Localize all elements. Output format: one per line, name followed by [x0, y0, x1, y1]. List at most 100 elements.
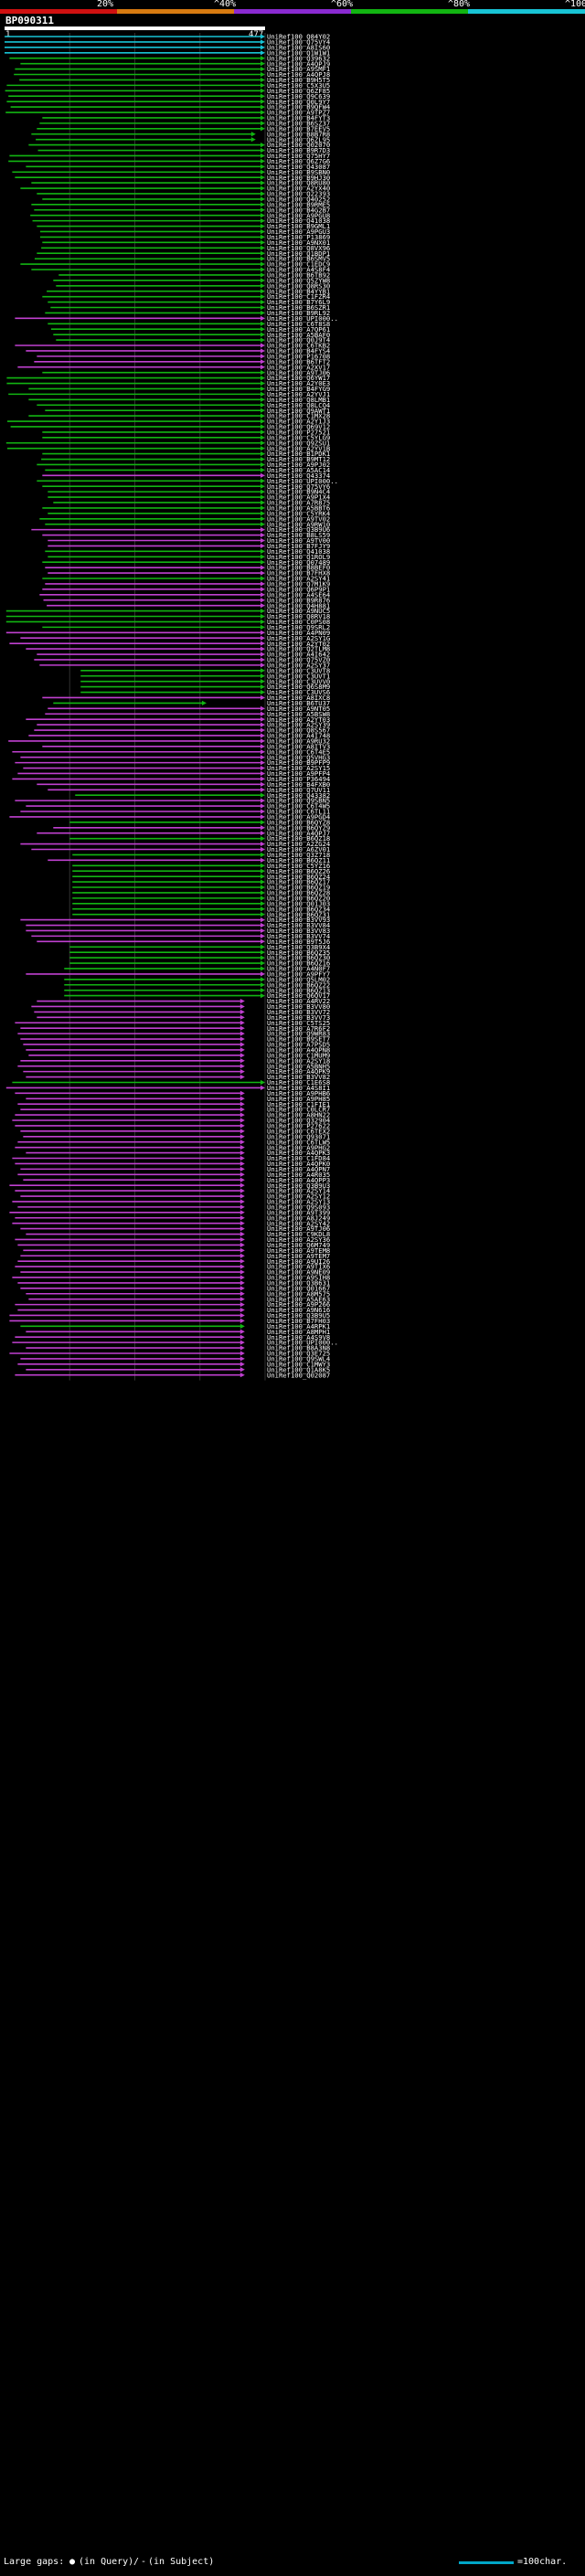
hit-id-label[interactable]: UniRef100_A8J249: [267, 1214, 330, 1222]
hit-row[interactable]: UniRef100_A4SE64: [39, 590, 330, 599]
hit-id-label[interactable]: UniRef100_B4G2B7: [267, 206, 330, 214]
hit-id-label[interactable]: UniRef100_B9GML1: [267, 222, 330, 230]
hit-id-label[interactable]: UniRef100_Q8RU80: [267, 179, 330, 187]
hit-row[interactable]: UniRef100_C1FD84: [12, 1154, 330, 1162]
hit-id-label[interactable]: UniRef100_Q3Z718: [267, 851, 330, 859]
hit-row[interactable]: UniRef100_B6QZ24: [72, 873, 330, 881]
hit-id-label[interactable]: UniRef100_A2Y0E3: [267, 379, 330, 387]
hit-row[interactable]: UniRef100_Q6YW17: [6, 374, 330, 382]
hit-row[interactable]: UniRef100_B1PDK1: [42, 450, 330, 458]
hit-id-label[interactable]: UniRef100_Q41038: [267, 547, 330, 556]
hit-id-label[interactable]: UniRef100_Q8LCQ4: [267, 401, 330, 409]
hit-id-label[interactable]: UniRef100_A9RU32: [267, 737, 330, 746]
hit-id-label[interactable]: UniRef100_B6QZ31: [267, 910, 330, 918]
hit-row[interactable]: UniRef100_C1MWY3: [17, 1360, 330, 1368]
hit-id-label[interactable]: UniRef100_B9MT12: [267, 455, 330, 463]
hit-row[interactable]: UniRef100_C1MUM9: [28, 1051, 330, 1059]
hit-id-label[interactable]: UniRef100_Q40252: [267, 196, 330, 204]
hit-id-label[interactable]: UniRef100_A8ITV3: [267, 742, 330, 750]
hit-row[interactable]: UniRef100_Q6P9P1: [42, 585, 330, 593]
hit-id-label[interactable]: UniRef100_Q5VHG3: [267, 753, 330, 761]
hit-id-label[interactable]: UniRef100_Q8RS30: [267, 281, 330, 290]
hit-row[interactable]: UniRef100_Q3B9X4: [69, 943, 330, 951]
hit-id-label[interactable]: UniRef100_A2XV17: [267, 363, 330, 371]
hit-id-label[interactable]: UniRef100_B8A3N8: [267, 1344, 330, 1352]
hit-row[interactable]: UniRef100_C3UVT8: [80, 666, 330, 674]
hit-row[interactable]: UniRef100_Q01J03: [72, 899, 330, 907]
hit-row[interactable]: UniRef100_A8J249: [15, 1214, 330, 1222]
hit-row[interactable]: UniRef100_B7FHX8: [48, 569, 330, 578]
hit-row[interactable]: UniRef100_Q1BDP1: [37, 249, 330, 258]
hit-row[interactable]: UniRef100_B3VV72: [34, 1008, 330, 1016]
hit-id-label[interactable]: UniRef100_C3UVT1: [267, 672, 330, 680]
hit-row[interactable]: UniRef100_Q43382: [75, 791, 330, 800]
hit-id-label[interactable]: UniRef100_B6QZ13: [267, 986, 330, 994]
hit-id-label[interactable]: UniRef100_Q39632: [267, 54, 330, 62]
hit-row[interactable]: UniRef100_B9R7D3: [37, 146, 331, 154]
hit-row[interactable]: UniRef100_A9N616: [17, 1306, 330, 1314]
hit-id-label[interactable]: UniRef100_Q9ZSU1: [267, 439, 330, 447]
hit-row[interactable]: UniRef100_Q9SRL2: [42, 623, 330, 631]
hit-row[interactable]: UniRef100_A4QPK9: [23, 1067, 330, 1076]
hit-id-label[interactable]: UniRef100_A5AE63: [267, 1295, 330, 1303]
hit-row[interactable]: UniRef100_C6TEX2: [20, 1127, 330, 1135]
hit-row[interactable]: UniRef100_B8A3N8: [26, 1344, 330, 1352]
hit-id-label[interactable]: UniRef100_C1E6S8: [267, 1078, 330, 1087]
hit-row[interactable]: UniRef100_A9PFY7: [26, 970, 330, 978]
hit-row[interactable]: UniRef100_A7R875: [53, 499, 330, 507]
hit-row[interactable]: UniRef100_Q6ZL95: [36, 135, 330, 143]
hit-id-label[interactable]: UniRef100_B9R7D3: [267, 146, 330, 154]
hit-id-label[interactable]: UniRef100_Q1BDP1: [267, 249, 330, 258]
hit-id-label[interactable]: UniRef100_B1PDK1: [267, 450, 330, 458]
hit-id-label[interactable]: UniRef100_C3UVT8: [267, 666, 330, 674]
hit-row[interactable]: UniRef100_Q9WR83: [17, 1030, 330, 1038]
hit-row[interactable]: UniRef100_B7Y6L9: [48, 298, 330, 306]
hit-row[interactable]: UniRef100_A4QPN8: [26, 1046, 330, 1055]
hit-row[interactable]: UniRef100_A9TV00: [48, 536, 330, 545]
hit-id-label[interactable]: UniRef100_B6QZ24: [267, 873, 330, 881]
hit-row[interactable]: UniRef100_A2SY15: [23, 764, 330, 772]
hit-id-label[interactable]: UniRef100_B6SZR1: [267, 303, 330, 312]
hit-id-label[interactable]: UniRef100_Q3B631: [267, 1279, 330, 1288]
hit-id-label[interactable]: UniRef100_B7FHX8: [267, 569, 330, 578]
hit-row[interactable]: UniRef100_B4FYG9: [28, 385, 330, 393]
hit-row[interactable]: UniRef100_A4QPK0: [15, 1160, 330, 1168]
hit-row[interactable]: UniRef100_B6QZ16: [69, 959, 330, 968]
hit-id-label[interactable]: UniRef100_B6QZ28: [267, 889, 330, 897]
hit-id-label[interactable]: UniRef100_A9PFY7: [267, 970, 330, 978]
hit-id-label[interactable]: UniRef100_B3VV72: [267, 1008, 330, 1016]
hit-row[interactable]: UniRef100_A2SY1G: [20, 634, 330, 642]
hit-row[interactable]: UniRef100_B6QZ17: [72, 878, 330, 886]
hit-id-label[interactable]: UniRef100_A4PN09: [267, 629, 330, 637]
hit-row[interactable]: UniRef100_B7FJY9: [48, 542, 330, 550]
hit-id-label[interactable]: UniRef100_B4FYG9: [267, 385, 330, 393]
hit-row[interactable]: UniRef100_Q40252: [42, 196, 330, 204]
hit-id-label[interactable]: UniRef100_B9RL92: [267, 309, 330, 317]
hit-id-label[interactable]: UniRef100_A2YX40: [267, 185, 330, 193]
hit-id-label[interactable]: UniRef100_B3VV84: [267, 921, 330, 929]
hit-row[interactable]: UniRef100_C1FZR4: [42, 292, 330, 301]
hit-row[interactable]: UniRef100_B4FYS4: [26, 347, 330, 355]
hit-row[interactable]: UniRef100_Q9SBN5: [15, 797, 330, 805]
hit-id-label[interactable]: UniRef100_C0PS08: [267, 618, 330, 626]
hit-id-label[interactable]: UniRef100_Q0L9Y7: [267, 98, 330, 106]
hit-id-label[interactable]: UniRef100_Q84Y02: [267, 33, 330, 41]
hit-row[interactable]: UniRef100_UPI000..: [12, 1339, 338, 1347]
hit-row[interactable]: UniRef100_Q75VY4: [5, 38, 330, 47]
hit-id-label[interactable]: UniRef100_Q01667: [267, 1284, 330, 1292]
hit-row[interactable]: UniRef100_P27521: [42, 428, 330, 436]
hit-row[interactable]: UniRef100_Q9S093: [17, 1203, 330, 1211]
hit-row[interactable]: UniRef100_A2ZG24: [20, 840, 330, 848]
hit-row[interactable]: UniRef100_A2YX40: [20, 185, 330, 193]
hit-id-label[interactable]: UniRef100_B6TFT2: [267, 357, 330, 366]
hit-id-label[interactable]: UniRef100_A2SY18: [267, 1056, 330, 1065]
hit-row[interactable]: UniRef100_C6T4W5: [26, 802, 330, 811]
hit-row[interactable]: UniRef100_UPI000..: [15, 314, 338, 323]
hit-row[interactable]: UniRef100_Q93071: [23, 1132, 330, 1140]
hit-id-label[interactable]: UniRef100_Q32904: [267, 1117, 330, 1125]
hit-row[interactable]: UniRef100_A9P1X4: [48, 493, 330, 502]
hit-row[interactable]: UniRef100_A2SY41: [42, 575, 330, 583]
hit-id-label[interactable]: UniRef100_Q6Z7G6: [267, 157, 330, 165]
hit-row[interactable]: UniRef100_Q5ZYW8: [53, 276, 330, 284]
hit-id-label[interactable]: UniRef100_A2Y1J3: [267, 418, 330, 426]
